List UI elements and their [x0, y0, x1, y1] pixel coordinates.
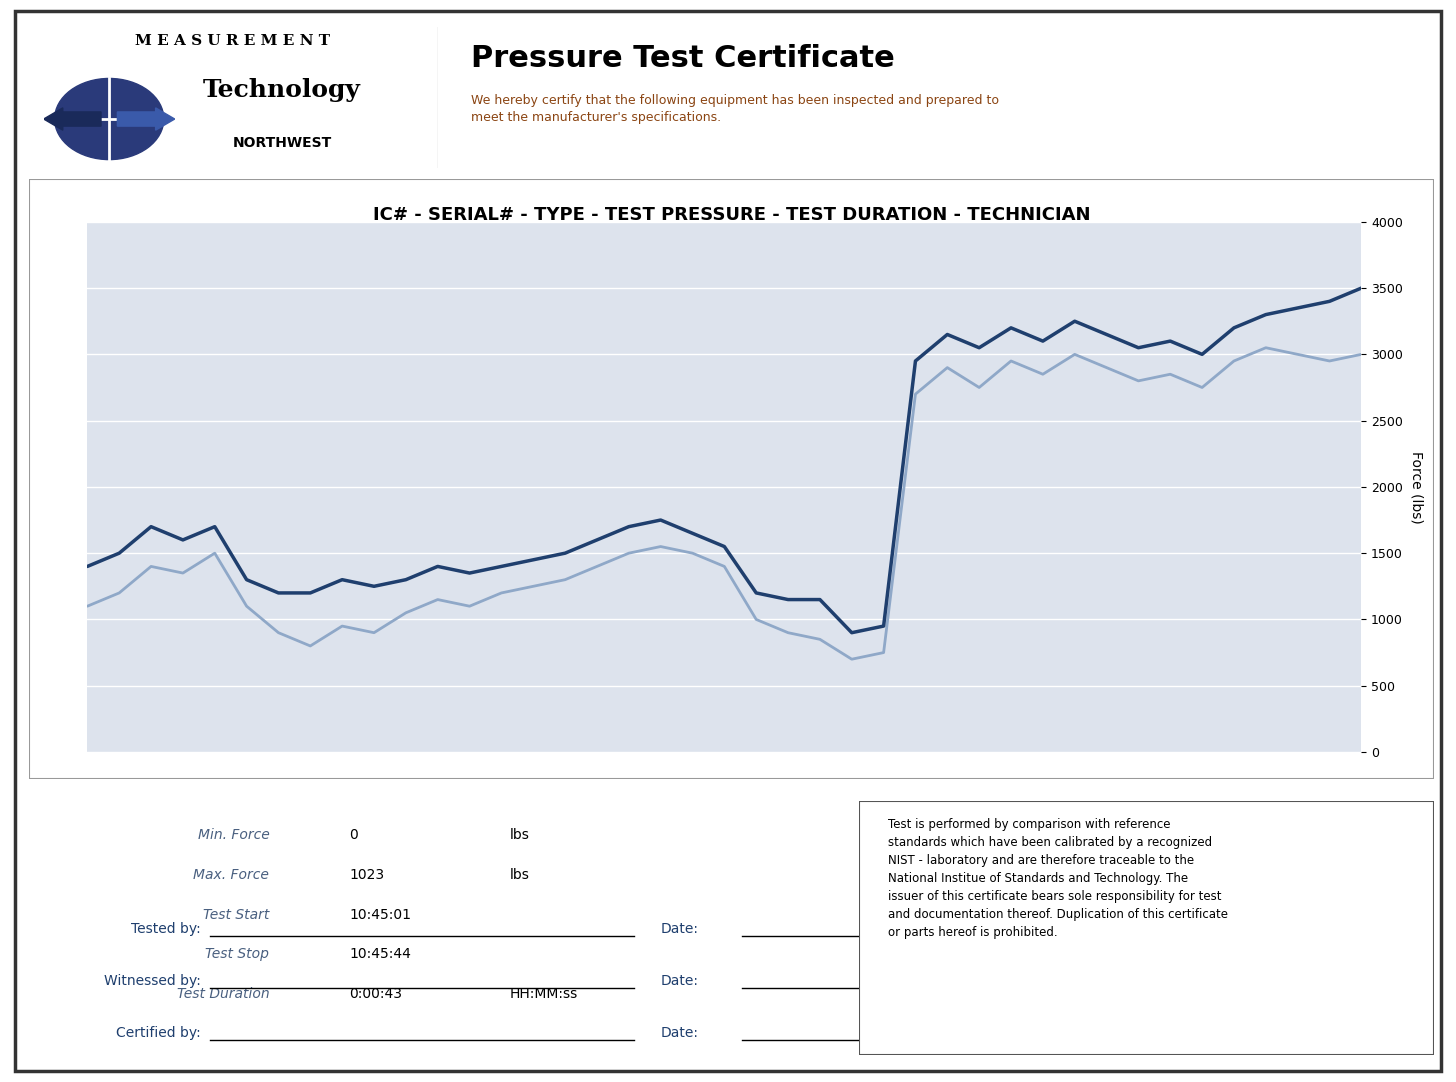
Text: Certified by:: Certified by:: [116, 1026, 201, 1040]
Text: Technology: Technology: [202, 78, 361, 102]
Text: NORTHWEST: NORTHWEST: [233, 136, 332, 149]
Text: Test Stop: Test Stop: [205, 948, 269, 961]
Text: Test is performed by comparison with reference
standards which have been calibra: Test is performed by comparison with ref…: [888, 818, 1227, 939]
FancyArrow shape: [118, 108, 175, 130]
Text: HH:MM:ss: HH:MM:ss: [510, 987, 578, 1001]
Text: Max. Force: Max. Force: [194, 868, 269, 882]
Text: M E A S U R E M E N T: M E A S U R E M E N T: [135, 34, 331, 48]
Text: Witnessed by:: Witnessed by:: [103, 974, 201, 988]
Text: Test Duration: Test Duration: [176, 987, 269, 1001]
Text: 10:45:01: 10:45:01: [349, 908, 412, 922]
Text: lbs: lbs: [510, 868, 530, 882]
Text: 0:00:43: 0:00:43: [349, 987, 402, 1001]
Text: 10:45:44: 10:45:44: [349, 948, 411, 961]
Text: 0: 0: [349, 828, 358, 842]
Text: 1023: 1023: [349, 868, 384, 882]
Text: Date:: Date:: [661, 974, 699, 988]
Circle shape: [54, 78, 163, 160]
FancyBboxPatch shape: [29, 179, 1434, 779]
FancyArrow shape: [44, 108, 100, 130]
Y-axis label: Force (lbs): Force (lbs): [1409, 450, 1424, 524]
Text: Date:: Date:: [661, 922, 699, 936]
Text: Min. Force: Min. Force: [198, 828, 269, 842]
Text: Date:: Date:: [661, 1026, 699, 1040]
Text: lbs: lbs: [510, 828, 530, 842]
Text: We hereby certify that the following equipment has been inspected and prepared t: We hereby certify that the following equ…: [470, 94, 999, 124]
Text: Tested by:: Tested by:: [131, 922, 201, 936]
Text: Test Start: Test Start: [202, 908, 269, 922]
FancyBboxPatch shape: [859, 801, 1434, 1055]
Text: Pressure Test Certificate: Pressure Test Certificate: [470, 44, 894, 74]
Text: IC# - SERIAL# - TYPE - TEST PRESSURE - TEST DURATION - TECHNICIAN: IC# - SERIAL# - TYPE - TEST PRESSURE - T…: [373, 206, 1091, 224]
